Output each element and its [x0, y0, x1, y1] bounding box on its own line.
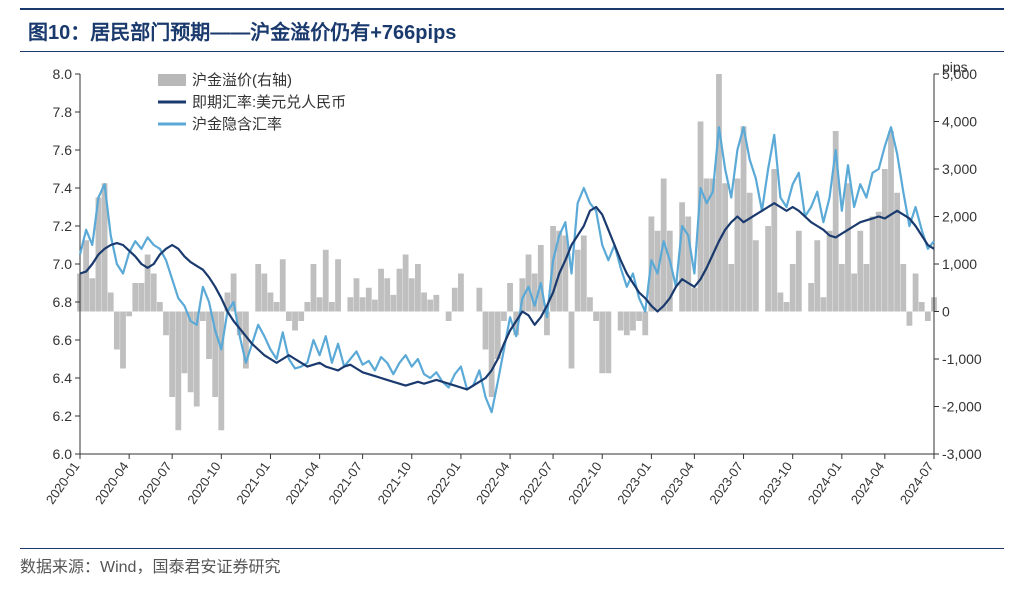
svg-text:7.2: 7.2 — [53, 218, 73, 234]
svg-text:-2,000: -2,000 — [942, 399, 982, 415]
svg-text:2020-07: 2020-07 — [135, 459, 175, 507]
svg-text:2021-01: 2021-01 — [233, 459, 273, 507]
chart-area: 6.06.26.46.66.87.07.27.47.67.88.0-3,000-… — [20, 56, 1004, 546]
svg-text:2022-07: 2022-07 — [516, 459, 556, 507]
svg-text:2021-04: 2021-04 — [282, 459, 322, 507]
svg-text:7.0: 7.0 — [53, 256, 73, 272]
svg-text:2023-01: 2023-01 — [614, 459, 654, 507]
spot-rate-line — [80, 203, 934, 389]
chart-figure: 图10：居民部门预期——沪金溢价仍有+766pips 6.06.26.46.66… — [0, 8, 1024, 610]
svg-text:7.6: 7.6 — [53, 142, 73, 158]
svg-text:2023-04: 2023-04 — [657, 459, 697, 507]
svg-text:-3,000: -3,000 — [942, 446, 982, 462]
chart-svg: 6.06.26.46.66.87.07.27.47.67.88.0-3,000-… — [20, 56, 1004, 546]
svg-text:2024-07: 2024-07 — [897, 459, 937, 507]
svg-text:4,000: 4,000 — [942, 114, 977, 130]
svg-text:2022-10: 2022-10 — [565, 459, 605, 507]
svg-text:-1,000: -1,000 — [942, 351, 982, 367]
svg-text:2,000: 2,000 — [942, 209, 977, 225]
svg-text:0: 0 — [942, 304, 950, 320]
svg-text:2023-10: 2023-10 — [755, 459, 795, 507]
svg-text:2020-01: 2020-01 — [43, 459, 83, 507]
chart-title: 图10：居民部门预期——沪金溢价仍有+766pips — [28, 22, 456, 44]
svg-text:2022-01: 2022-01 — [424, 459, 464, 507]
svg-text:沪金溢价(右轴): 沪金溢价(右轴) — [192, 72, 292, 89]
svg-text:6.2: 6.2 — [53, 408, 73, 424]
svg-text:6.4: 6.4 — [53, 370, 73, 386]
svg-text:pips: pips — [942, 59, 968, 75]
svg-text:2021-10: 2021-10 — [375, 459, 415, 507]
svg-text:1,000: 1,000 — [942, 256, 977, 272]
svg-text:6.6: 6.6 — [53, 332, 73, 348]
svg-text:2024-01: 2024-01 — [805, 459, 845, 507]
svg-text:即期汇率:美元兑人民币: 即期汇率:美元兑人民币 — [192, 94, 346, 111]
legend: 沪金溢价(右轴) 即期汇率:美元兑人民币沪金隐含汇率 — [158, 72, 346, 133]
svg-text:3,000: 3,000 — [942, 161, 977, 177]
title-bar: 图10：居民部门预期——沪金溢价仍有+766pips — [20, 8, 1004, 52]
svg-text:沪金隐含汇率: 沪金隐含汇率 — [192, 116, 282, 133]
svg-text:2023-07: 2023-07 — [706, 459, 746, 507]
svg-text:8.0: 8.0 — [53, 66, 73, 82]
svg-text:2021-07: 2021-07 — [325, 459, 365, 507]
svg-text:7.4: 7.4 — [53, 180, 73, 196]
svg-text:7.8: 7.8 — [53, 104, 73, 120]
svg-text:2022-04: 2022-04 — [473, 459, 513, 507]
svg-text:6.8: 6.8 — [53, 294, 73, 310]
source-line: 数据来源：Wind，国泰君安证券研究 — [20, 548, 1004, 577]
svg-text:2020-10: 2020-10 — [184, 459, 224, 507]
svg-text:2020-04: 2020-04 — [92, 459, 132, 507]
implied-rate-line — [80, 127, 934, 412]
svg-text:2024-04: 2024-04 — [848, 459, 888, 507]
